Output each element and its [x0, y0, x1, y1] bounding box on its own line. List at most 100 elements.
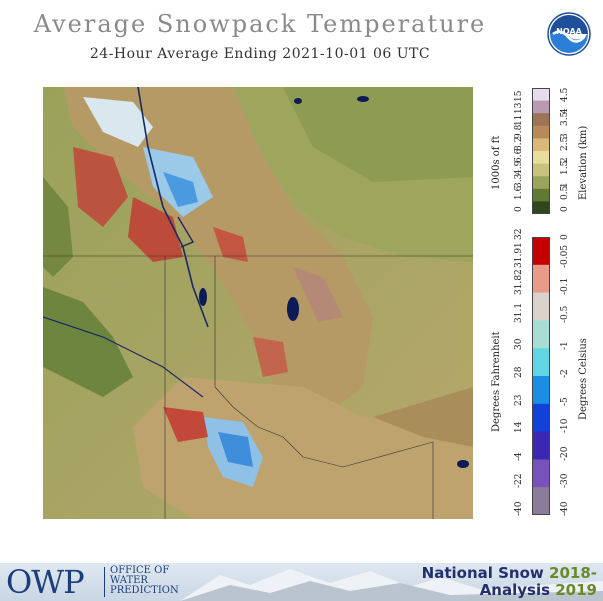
snow-cold-south: [218, 432, 253, 467]
elevation-km-tick: 0: [560, 206, 570, 212]
owp-line-2: WATER: [110, 575, 148, 586]
elevation-swatch: [532, 201, 550, 214]
elevation-swatch: [532, 176, 550, 190]
temperature-f-tick: 31.82: [514, 269, 524, 296]
snow-patch-north: [83, 97, 153, 147]
elevation-ft-tick: 13: [514, 102, 524, 115]
elevation-km-tick: 2: [560, 157, 570, 164]
elevation-swatch: [532, 88, 550, 102]
elevation-swatch: [532, 188, 550, 202]
elevation-ft-label: 1000s of ft: [491, 135, 502, 190]
temperature-f-tick: 31.91: [514, 241, 524, 268]
owp-line-3: PREDICTION: [110, 585, 179, 596]
temperature-c-tick: -1: [560, 341, 570, 351]
temperature-c-tick: -2: [560, 369, 570, 378]
temperature-f-tick: -40: [514, 501, 524, 517]
elevation-km-tick: 1.5: [560, 161, 570, 176]
mountain-belt-south: [133, 377, 473, 519]
river-kootenay: [137, 87, 209, 328]
owp-line-1: OFFICE OF: [110, 565, 170, 576]
nsa-banner-text: National Snow 2018- Analysis 2019: [422, 565, 597, 599]
footer-mountain-shadow: [180, 581, 603, 601]
elevation-swatch: [532, 151, 550, 165]
temperature-colorbar: [532, 237, 550, 515]
elevation-km-tick: 3: [560, 132, 570, 139]
nsa-line-2: Analysis: [479, 581, 551, 599]
temperature-f-tick: 32: [514, 228, 524, 240]
elevation-km-label: Elevation (km): [578, 125, 589, 200]
snow-cold-core: [163, 172, 198, 207]
temperature-c-tick: -10: [560, 418, 570, 434]
owp-logo-text: OWP: [6, 563, 85, 601]
temperature-f-tick: -4: [514, 452, 524, 461]
temperature-c-tick: -30: [560, 473, 570, 489]
elevation-ft-tick: 0: [514, 206, 524, 212]
temperature-c-tick: -5: [560, 396, 570, 406]
lake-pend-oreille: [199, 288, 207, 306]
mixed-snow-east: [293, 267, 343, 322]
elevation-ft-tick: 15: [514, 90, 524, 102]
temperature-swatch: [532, 320, 550, 349]
noaa-logo: NOAA: [547, 12, 591, 56]
temperature-c-tick: -0.5: [560, 305, 570, 323]
lake-north: [357, 96, 369, 102]
nsa-years-1: 2018-: [549, 564, 597, 582]
footer-banner: [0, 563, 603, 601]
lake-east: [457, 460, 469, 468]
lowland-west: [43, 287, 133, 397]
temperature-c-tick: 0: [560, 234, 570, 240]
temperature-c-tick: -40: [560, 501, 570, 517]
temperature-c-label: Degrees Celsius: [578, 338, 589, 420]
temperature-swatch: [532, 431, 550, 460]
lake-flathead: [287, 297, 299, 321]
page-title: Average Snowpack Temperature: [33, 10, 487, 38]
river-clark-fork: [43, 316, 204, 398]
temperature-f-tick: -22: [514, 473, 524, 489]
warm-snow-west: [73, 147, 128, 227]
elevation-km-tick: 3.5: [560, 112, 570, 127]
elevation-swatch: [532, 125, 550, 139]
nsa-years-2: 2019: [555, 581, 597, 599]
elevation-swatch: [532, 100, 550, 114]
mountain-east: [373, 387, 473, 447]
temperature-swatch: [532, 237, 550, 266]
temperature-f-tick: 31.1: [514, 302, 524, 323]
temperature-f-tick: 28: [514, 366, 524, 378]
temperature-c-tick: -20: [560, 446, 570, 461]
temperature-swatch: [532, 376, 550, 405]
elevation-ft-tick: 4.9: [514, 161, 524, 176]
elevation-km-tick: 4: [560, 108, 570, 115]
border-id-mt: [214, 256, 434, 519]
warm-snow-east: [213, 227, 248, 262]
temperature-f-label: Degrees Fahrenheit: [491, 331, 502, 432]
temperature-f-tick: 14: [514, 421, 524, 434]
elevation-ft-tick: 11: [514, 114, 524, 127]
elevation-swatch: [532, 113, 550, 127]
snowpack-map: [43, 87, 473, 519]
temperature-swatch: [532, 459, 550, 488]
elevation-swatch: [532, 163, 550, 177]
lowland-northwest: [43, 177, 73, 277]
temperature-swatch: [532, 403, 550, 433]
owp-office-text: OFFICE OF WATER PREDICTION: [110, 566, 179, 596]
warm-snow-south: [163, 407, 208, 442]
lake-north-2: [294, 98, 302, 104]
warm-snow-central: [128, 197, 183, 262]
lake-arrow: [177, 216, 195, 248]
temperature-c-tick: -0.1: [560, 277, 570, 296]
temperature-c-tick: -0.05: [560, 244, 570, 268]
elevation-km-tick: 4.5: [560, 87, 570, 102]
temperature-swatch: [532, 348, 550, 377]
temperature-f-tick: 30: [514, 338, 524, 351]
temperature-swatch: [532, 292, 550, 321]
elevation-swatch: [532, 138, 550, 152]
plains-dark: [283, 87, 473, 182]
elevation-ft-tick: 3.3: [514, 173, 524, 188]
noaa-logo-text: NOAA: [556, 27, 582, 36]
temperature-swatch: [532, 264, 550, 294]
elevation-km-tick: 1: [560, 181, 570, 188]
warm-snow-mid: [253, 337, 288, 377]
elevation-ft-tick: 9.8: [514, 124, 524, 139]
mountain-belt-north: [63, 87, 373, 417]
page-subtitle: 24-Hour Average Ending 2021-10-01 06 UTC: [89, 46, 431, 62]
